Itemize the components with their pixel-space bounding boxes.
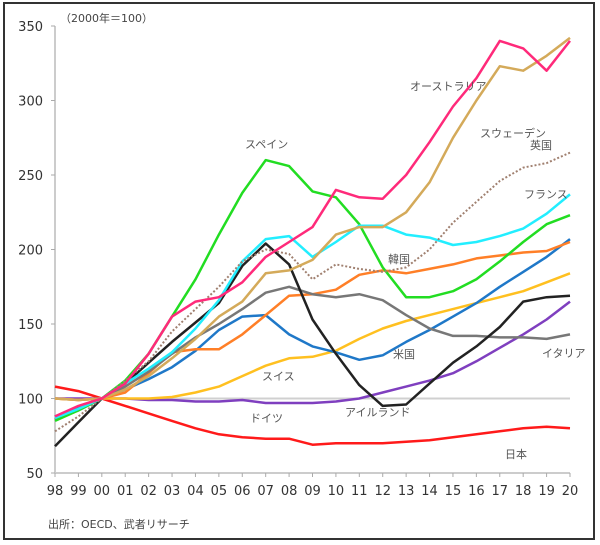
y-tick-label: 50 — [26, 467, 43, 482]
x-tick-label: 14 — [421, 484, 438, 499]
x-tick-label: 11 — [351, 484, 368, 499]
series-line-9 — [54, 151, 571, 433]
series-label-6: アイルランド — [345, 406, 410, 419]
y-tick-label: 300 — [18, 95, 43, 110]
x-tick-label: 01 — [117, 484, 134, 499]
x-tick-label: 05 — [211, 484, 228, 499]
x-tick-label: 19 — [538, 484, 555, 499]
x-tick-label: 98 — [47, 484, 64, 499]
x-tick-label: 02 — [140, 484, 157, 499]
x-tick-label: 10 — [328, 484, 345, 499]
x-tick-label: 99 — [70, 484, 87, 499]
x-tick-label: 16 — [468, 484, 485, 499]
series-label-9: 英国 — [530, 138, 552, 152]
x-tick-label: 04 — [187, 484, 204, 499]
series-line-5 — [54, 285, 571, 421]
series-line-0 — [54, 385, 571, 446]
x-tick-label: 00 — [94, 484, 111, 499]
series-label-3: 米国 — [393, 348, 415, 361]
series-label-10: スウェーデン — [480, 126, 546, 140]
series-label-7: スペイン — [245, 138, 288, 151]
series-line-2 — [54, 272, 571, 402]
source-note: 出所：OECD、武者リサーチ — [48, 517, 190, 531]
series-label-8: フランス — [524, 188, 568, 201]
unit-note: （2000年＝100） — [60, 11, 153, 25]
series-line-8 — [54, 193, 571, 420]
x-tick-label: 15 — [445, 484, 462, 499]
x-tick-label: 18 — [515, 484, 532, 499]
y-tick-label: 100 — [18, 393, 43, 408]
x-tick-label: 08 — [281, 484, 298, 499]
series-label-5: イタリア — [542, 347, 586, 360]
chart-frame — [3, 2, 595, 540]
y-tick-label: 200 — [18, 244, 43, 259]
series-line-6 — [54, 242, 571, 448]
x-tick-label: 09 — [304, 484, 321, 499]
series-label-11: オーストラリア — [410, 80, 486, 93]
x-tick-label: 20 — [562, 484, 579, 499]
y-tick-label: 350 — [18, 20, 43, 35]
series-label-2: スイス — [262, 370, 295, 383]
y-tick-label: 250 — [18, 169, 43, 184]
series-line-3 — [54, 238, 571, 418]
x-tick-label: 03 — [164, 484, 181, 499]
series-line-11 — [54, 39, 571, 418]
series-line-10 — [54, 36, 571, 402]
x-tick-label: 06 — [234, 484, 251, 499]
series-label-4: 韓国 — [388, 253, 410, 266]
series-label-1: ドイツ — [250, 412, 283, 425]
x-tick-label: 12 — [374, 484, 391, 499]
series-label-0: 日本 — [505, 447, 527, 461]
y-tick-label: 150 — [18, 318, 43, 333]
x-tick-label: 17 — [491, 484, 508, 499]
x-tick-label: 07 — [257, 484, 274, 499]
x-tick-label: 13 — [398, 484, 415, 499]
